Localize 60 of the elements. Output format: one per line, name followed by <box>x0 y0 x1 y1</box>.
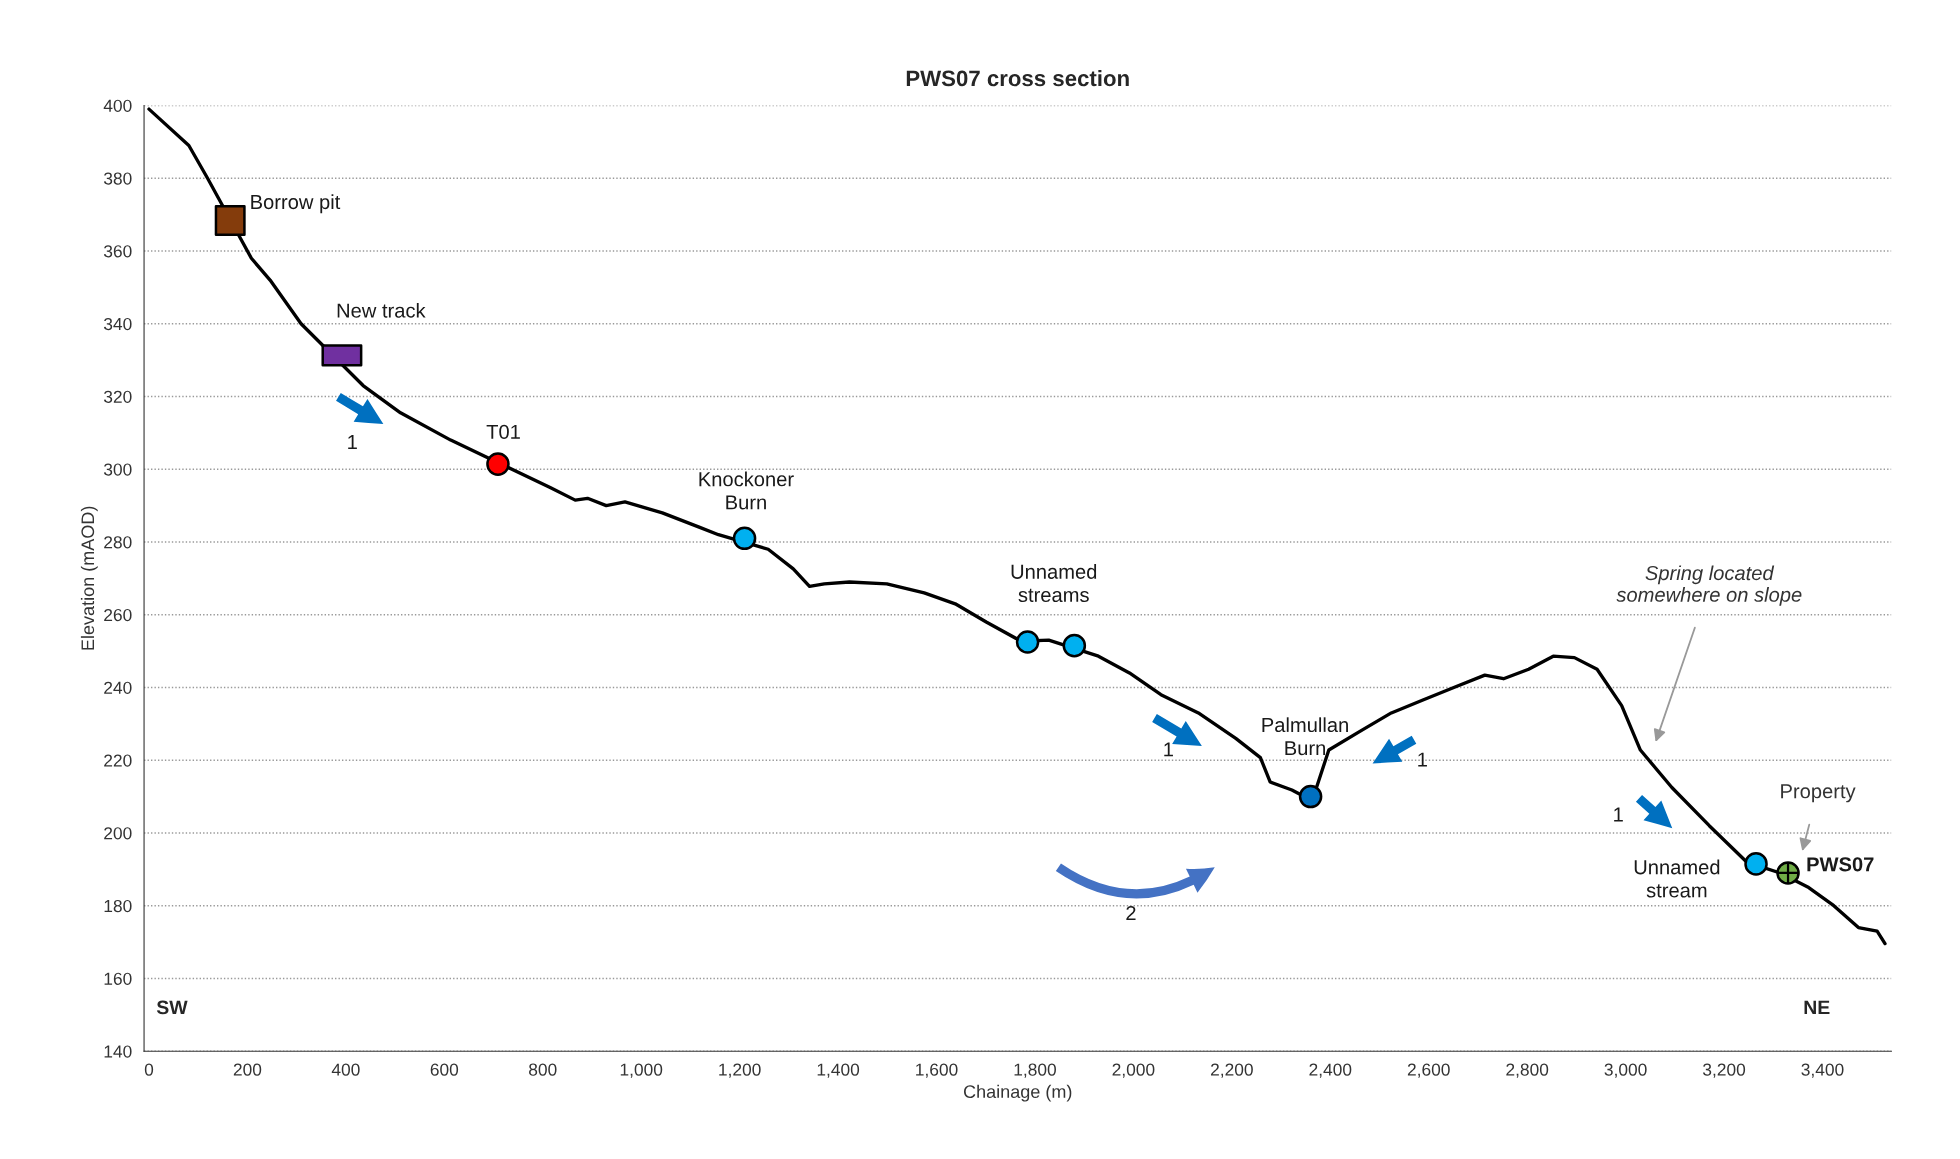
annotation: 2 <box>1126 905 1136 921</box>
y-tick-label: 320 <box>103 390 132 403</box>
y-tick-label: 140 <box>104 1045 132 1058</box>
y-axis-title: Elevation (mAOD) <box>80 506 98 650</box>
x-tick-label: 3,000 <box>1604 1063 1647 1078</box>
y-tick-label: 260 <box>104 608 132 622</box>
x-tick-label: 2,400 <box>1309 1063 1352 1078</box>
annotation: 1 <box>348 435 357 449</box>
series-label: Unnamed stream <box>1634 859 1720 898</box>
annotation: Property <box>1781 784 1856 803</box>
x-tick-label: 3,400 <box>1801 1063 1844 1078</box>
point <box>214 204 246 236</box>
y-tick-label: 300 <box>103 463 132 476</box>
x-tick-label: 400 <box>331 1063 360 1076</box>
y-tick-label: 280 <box>104 536 132 549</box>
annotation: SW <box>156 1000 188 1015</box>
annotation: Spring located somewhere on slope <box>1616 565 1802 606</box>
y-tick-label: 200 <box>104 827 132 840</box>
x-tick-label: 1,400 <box>817 1063 860 1078</box>
x-tick-label: 1,200 <box>719 1063 761 1078</box>
point <box>1062 633 1087 658</box>
annotation: 1 <box>1614 807 1623 822</box>
x-tick-label: 1,000 <box>620 1063 663 1078</box>
x-tick-label: 800 <box>529 1063 557 1076</box>
y-tick-label: 180 <box>104 899 132 913</box>
series-label: T01 <box>486 424 520 439</box>
x-tick-label: 1,800 <box>1014 1063 1056 1078</box>
x-tick-label: 2,000 <box>1112 1063 1155 1078</box>
x-tick-label: 600 <box>430 1063 459 1076</box>
x-tick-label: 2,600 <box>1407 1063 1450 1078</box>
legend-label: PWS07 <box>1807 857 1874 872</box>
x-axis-title: Chainage (m) <box>963 1084 1072 1102</box>
annotation: NE <box>1804 1000 1830 1015</box>
line-series <box>147 107 1887 946</box>
x-tick-label: 2,200 <box>1210 1063 1253 1078</box>
x-tick-label: 1,600 <box>916 1063 958 1078</box>
series-label: New track <box>337 302 426 318</box>
y-tick-label: 160 <box>104 972 132 985</box>
point <box>732 526 757 551</box>
x-tick-label: 3,200 <box>1702 1063 1746 1078</box>
y-tick-label: 220 <box>104 754 132 767</box>
y-tick-label: 340 <box>103 317 132 331</box>
text: Palmullan Burn <box>1262 717 1348 756</box>
x-tick-label: 200 <box>233 1063 262 1076</box>
x-tick-label: 2,800 <box>1506 1063 1549 1078</box>
y-tick-label: 240 <box>104 681 132 694</box>
series-label: Knockoner Burn <box>699 471 794 510</box>
series-label: Unnamed streams <box>1011 564 1097 603</box>
series-label: Borrow pit <box>251 194 341 214</box>
point <box>1015 630 1040 654</box>
annotation: 1 <box>1418 752 1427 767</box>
annotation: 1 <box>1164 742 1173 757</box>
y-tick-label: 360 <box>103 245 132 258</box>
y-tick-label: 400 <box>103 99 132 112</box>
chart-title: PWS07 cross section <box>906 69 1129 87</box>
point <box>1298 784 1323 809</box>
y-tick-label: 380 <box>103 172 132 185</box>
point <box>1744 852 1768 876</box>
point <box>486 452 510 476</box>
x-tick-label: 0 <box>144 1063 154 1076</box>
